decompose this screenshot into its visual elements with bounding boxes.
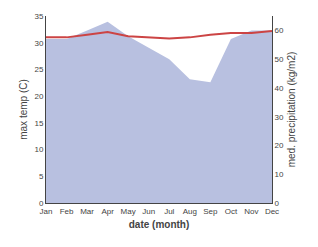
svg-text:date (month): date (month) (129, 219, 190, 230)
svg-text:Sep: Sep (203, 207, 218, 216)
svg-text:0: 0 (275, 199, 280, 208)
svg-text:10: 10 (34, 145, 43, 154)
svg-text:10: 10 (275, 170, 284, 179)
svg-text:Jun: Jun (142, 207, 155, 216)
svg-text:Oct: Oct (225, 207, 238, 216)
svg-text:60: 60 (275, 26, 284, 35)
svg-text:5: 5 (39, 172, 44, 181)
svg-text:Aug: Aug (183, 207, 197, 216)
svg-text:35: 35 (34, 12, 43, 21)
svg-text:med. precipitation (kg/m2): med. precipitation (kg/m2) (286, 52, 297, 168)
svg-text:20: 20 (34, 92, 43, 101)
svg-text:Jan: Jan (40, 207, 53, 216)
svg-text:Apr: Apr (101, 207, 114, 216)
svg-text:Nov: Nov (244, 207, 258, 216)
svg-text:May: May (121, 207, 136, 216)
svg-text:15: 15 (34, 119, 43, 128)
svg-text:30: 30 (275, 112, 284, 121)
svg-text:Mar: Mar (80, 207, 94, 216)
svg-text:Feb: Feb (60, 207, 74, 216)
svg-text:20: 20 (275, 141, 284, 150)
svg-text:50: 50 (275, 55, 284, 64)
svg-text:max temp (C): max temp (C) (18, 79, 29, 140)
svg-text:40: 40 (275, 84, 284, 93)
svg-text:Dec: Dec (265, 207, 279, 216)
svg-text:0: 0 (39, 199, 44, 208)
svg-text:Jul: Jul (164, 207, 174, 216)
svg-text:30: 30 (34, 39, 43, 48)
svg-text:25: 25 (34, 65, 43, 74)
